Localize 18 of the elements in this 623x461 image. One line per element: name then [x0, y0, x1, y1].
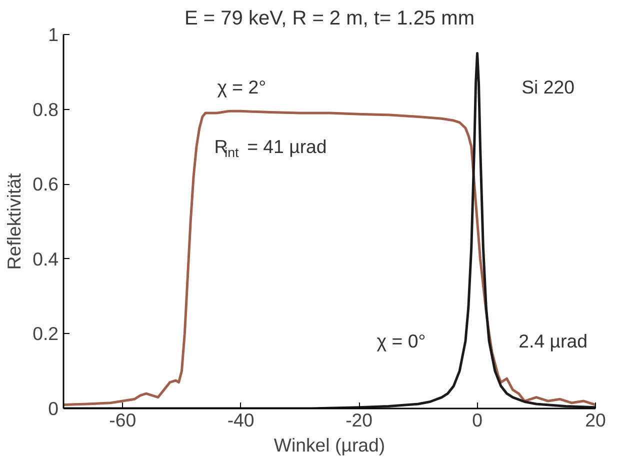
chart-title: E = 79 keV, R = 2 m, t= 1.25 mm [184, 8, 474, 30]
y-tick-label: 0.6 [32, 174, 59, 195]
y-tick-label: 0.4 [32, 248, 59, 270]
x-axis-title: Winkel (µrad) [274, 434, 386, 456]
x-tick-label: -40 [227, 410, 254, 430]
annotation: 2.4 µrad [518, 330, 588, 352]
y-tick-label: 0.2 [32, 323, 59, 344]
annotation: Si 220 [522, 76, 575, 98]
annotation: χ = 2° [217, 76, 266, 98]
x-tick-label: 0 [472, 410, 482, 430]
line-series [64, 110, 596, 406]
y-tick-label: 0.8 [32, 98, 59, 120]
y-tick-label: 1 [48, 24, 59, 45]
x-tick-label: -20 [346, 410, 373, 430]
annotation: χ = 0° [376, 330, 426, 352]
y-axis-title: Reflektivität [4, 172, 25, 270]
x-tick-label: 20 [585, 410, 606, 430]
x-tick-label: -60 [109, 410, 136, 430]
